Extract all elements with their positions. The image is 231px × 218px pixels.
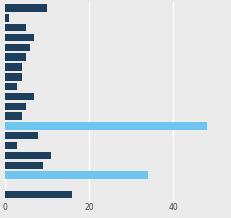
Bar <box>5 162 43 169</box>
Bar <box>5 34 34 41</box>
Bar <box>5 24 26 31</box>
Bar <box>5 142 17 149</box>
Bar <box>5 152 51 159</box>
Bar <box>5 103 26 110</box>
Bar <box>5 4 47 12</box>
Bar <box>5 14 9 22</box>
Bar <box>5 191 72 198</box>
Bar <box>5 132 38 140</box>
Bar <box>5 83 17 90</box>
Bar <box>5 93 34 100</box>
Bar <box>5 112 21 120</box>
Bar <box>5 44 30 51</box>
Bar <box>5 171 148 179</box>
Bar <box>5 122 207 130</box>
Bar <box>5 73 21 80</box>
Bar <box>5 53 26 61</box>
Bar <box>5 63 21 71</box>
